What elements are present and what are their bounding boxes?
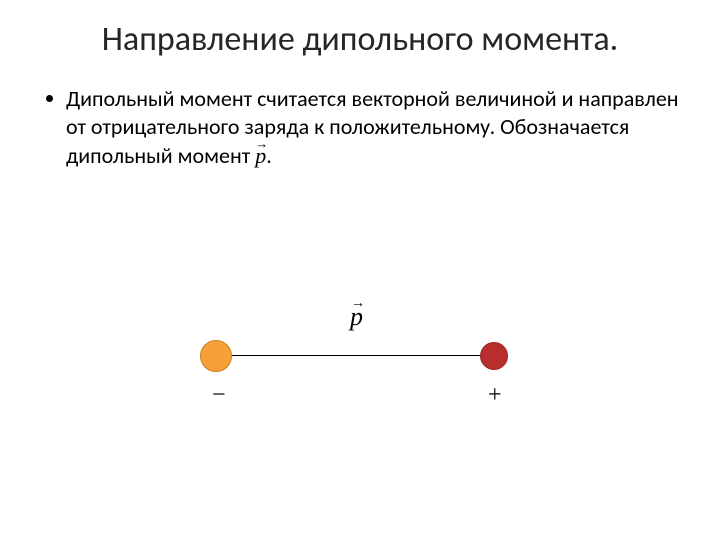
dipole-diagram: → p − +: [170, 290, 550, 440]
vector-symbol-inline: →p: [255, 142, 266, 171]
slide-title: Направление дипольного момента.: [40, 20, 680, 61]
bullet-icon: [46, 95, 53, 102]
vector-arrow-overline: →: [255, 136, 266, 153]
body-paragraph: Дипольный момент считается векторной вел…: [40, 85, 680, 171]
positive-charge: [480, 342, 508, 370]
dipole-arrow-line: [232, 355, 490, 356]
plus-sign: +: [488, 382, 502, 409]
vector-label-arrow: →: [351, 296, 365, 312]
vector-label: → p: [350, 302, 363, 332]
minus-sign: −: [212, 382, 226, 409]
body-text-before: Дипольный момент считается векторной вел…: [66, 85, 679, 169]
negative-charge: [200, 340, 232, 372]
